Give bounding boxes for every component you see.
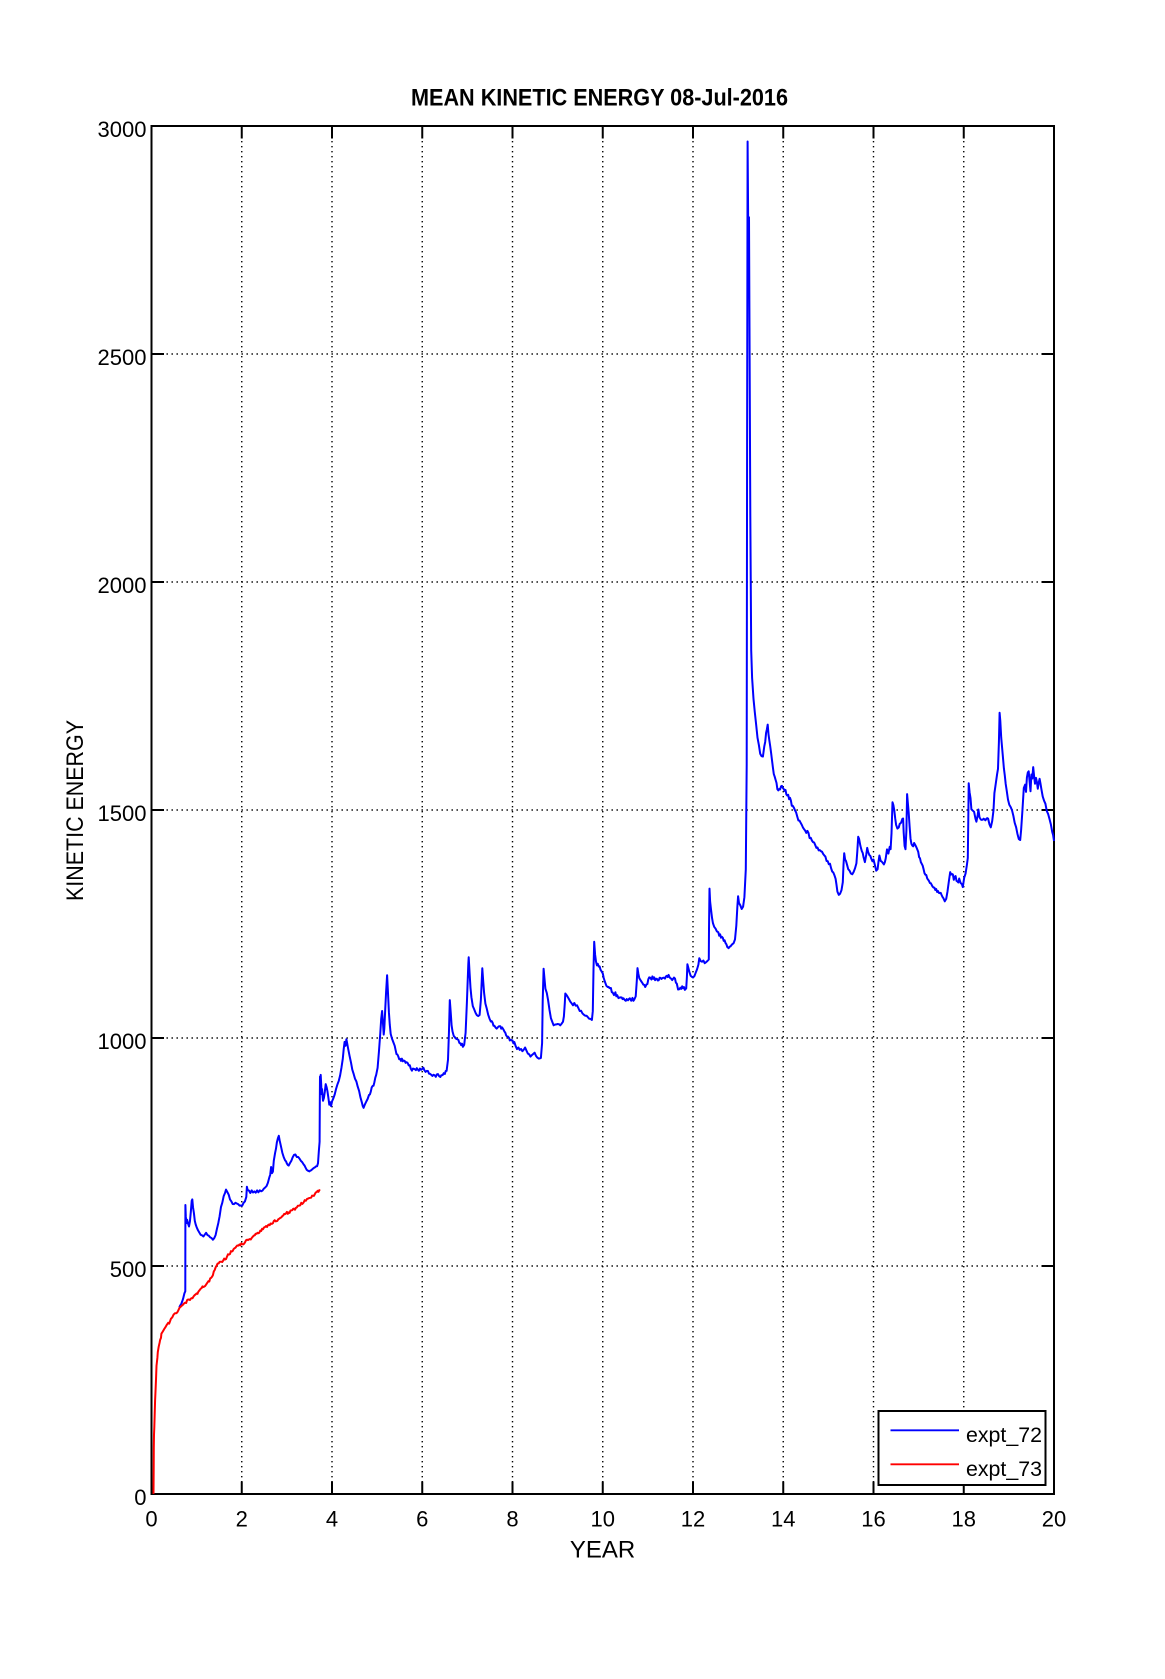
- svg-text:12: 12: [681, 1507, 705, 1532]
- svg-text:0: 0: [134, 1485, 146, 1510]
- svg-text:2500: 2500: [98, 345, 147, 370]
- svg-text:14: 14: [771, 1507, 795, 1532]
- svg-text:expt_73: expt_73: [966, 1458, 1042, 1481]
- svg-text:18: 18: [952, 1507, 976, 1532]
- svg-text:1500: 1500: [98, 801, 147, 826]
- svg-text:20: 20: [1042, 1507, 1066, 1532]
- svg-text:0: 0: [145, 1507, 157, 1532]
- svg-text:6: 6: [416, 1507, 428, 1532]
- svg-text:KINETIC ENERGY: KINETIC ENERGY: [62, 720, 89, 901]
- svg-text:MEAN KINETIC ENERGY 08-Jul-201: MEAN KINETIC ENERGY 08-Jul-2016: [411, 85, 788, 112]
- svg-text:10: 10: [591, 1507, 615, 1532]
- svg-text:3000: 3000: [98, 117, 147, 142]
- svg-text:YEAR: YEAR: [570, 1537, 635, 1564]
- svg-text:2: 2: [236, 1507, 248, 1532]
- svg-text:4: 4: [326, 1507, 338, 1532]
- svg-text:16: 16: [861, 1507, 885, 1532]
- svg-text:expt_72: expt_72: [966, 1424, 1042, 1447]
- svg-text:500: 500: [110, 1257, 147, 1282]
- svg-text:8: 8: [506, 1507, 518, 1532]
- svg-text:1000: 1000: [98, 1029, 147, 1054]
- svg-text:2000: 2000: [98, 573, 147, 598]
